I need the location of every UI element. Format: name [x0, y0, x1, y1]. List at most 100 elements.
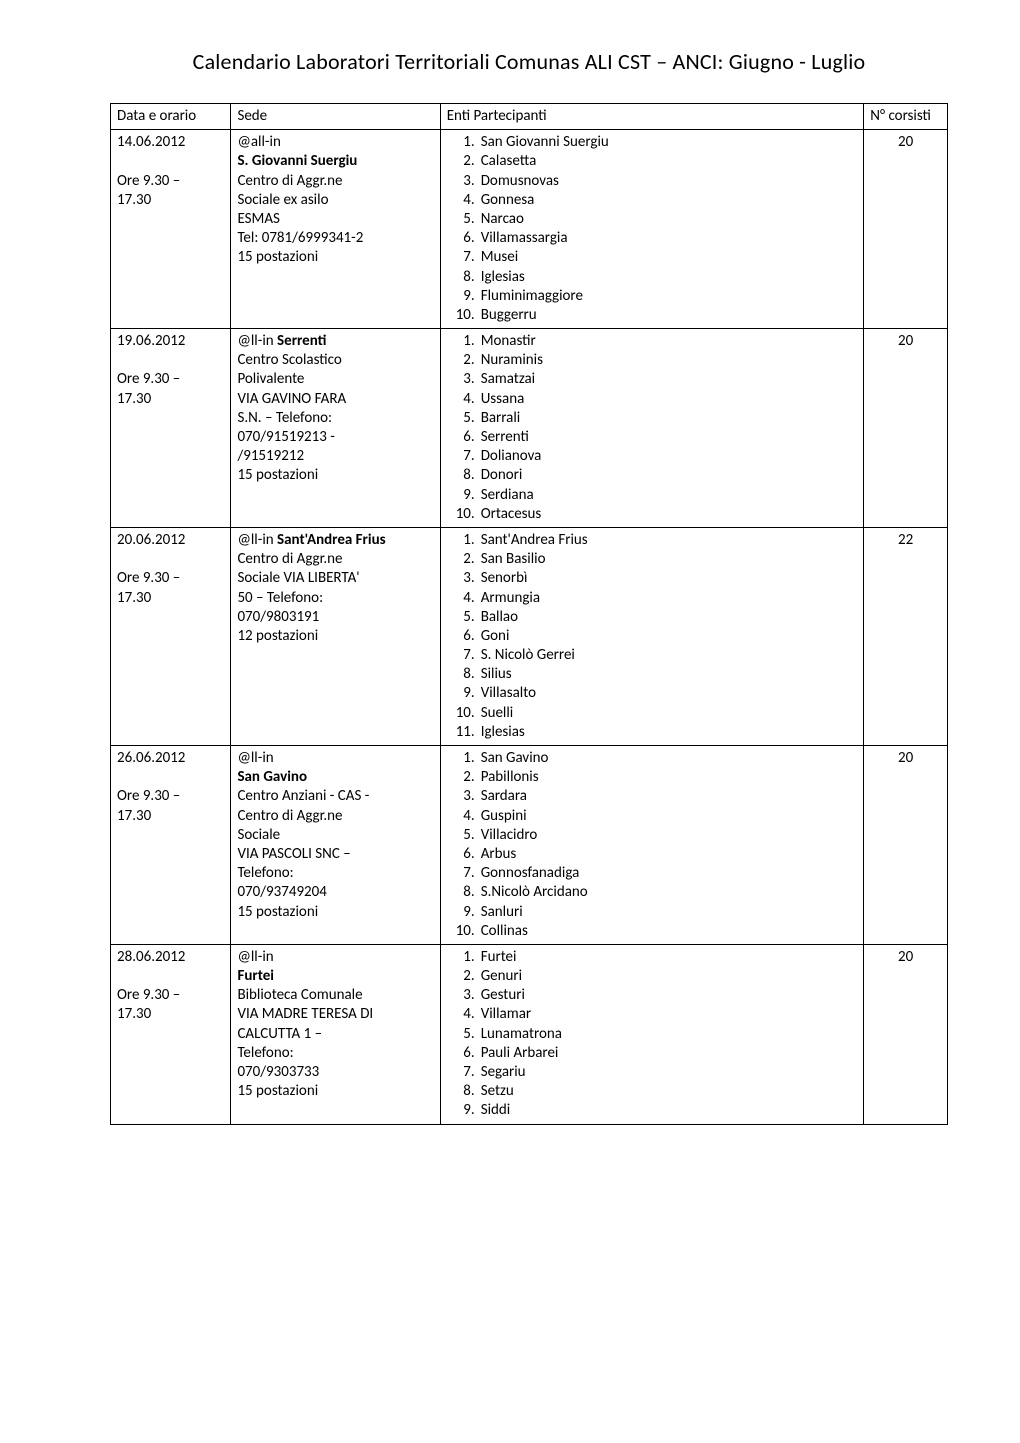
- sede-fragment: VIA MADRE TERESA DI: [237, 1005, 373, 1023]
- cell-enti: 1.Sant'Andrea Frius2.San Basilio3.Senorb…: [440, 527, 864, 745]
- list-item: 3.Samatzai: [447, 370, 858, 389]
- list-item: 1.San Giovanni Suergiu: [447, 133, 858, 152]
- list-item: 1.Monastir: [447, 332, 858, 351]
- sede-fragment: 15 postazioni: [237, 466, 318, 484]
- data-line: Ore 9.30 –: [117, 370, 224, 389]
- sede-line: San Gavino: [237, 768, 433, 787]
- item-label: S.Nicolò Arcidano: [481, 883, 858, 902]
- item-number: 8.: [447, 883, 481, 902]
- list-item: 10.Buggerru: [447, 306, 858, 325]
- item-number: 7.: [447, 646, 481, 665]
- cell-data: 28.06.2012Ore 9.30 –17.30: [111, 944, 231, 1124]
- item-label: Ballao: [481, 608, 858, 627]
- sede-line: Centro Anziani - CAS -: [237, 787, 433, 806]
- item-label: Sardara: [481, 787, 858, 806]
- table-row: 20.06.2012Ore 9.30 –17.30@ll-in Sant'And…: [111, 527, 948, 745]
- sede-fragment: San Gavino: [237, 768, 307, 786]
- data-line: 17.30: [117, 589, 224, 608]
- sede-fragment: Centro Anziani - CAS -: [237, 787, 369, 805]
- item-number: 2.: [447, 768, 481, 787]
- sede-line: 070/9803191: [237, 608, 433, 627]
- cell-data: 14.06.2012Ore 9.30 –17.30: [111, 130, 231, 329]
- sede-fragment: 070/9803191: [237, 608, 319, 626]
- item-number: 2.: [447, 152, 481, 171]
- item-label: Samatzai: [481, 370, 858, 389]
- list-item: 9.Villasalto: [447, 684, 858, 703]
- data-line: Ore 9.30 –: [117, 172, 224, 191]
- data-line: [117, 768, 224, 787]
- page-title: Calendario Laboratori Territoriali Comun…: [110, 48, 948, 75]
- item-label: Ussana: [481, 390, 858, 409]
- item-number: 6.: [447, 428, 481, 447]
- cell-sede: @ll-inSan GavinoCentro Anziani - CAS -Ce…: [231, 746, 440, 945]
- data-line: 17.30: [117, 1005, 224, 1024]
- sede-line: Telefono:: [237, 1044, 433, 1063]
- sede-line: 15 postazioni: [237, 903, 433, 922]
- list-item: 9.Serdiana: [447, 486, 858, 505]
- list-item: 7.Musei: [447, 248, 858, 267]
- item-number: 6.: [447, 627, 481, 646]
- list-item: 5.Villacidro: [447, 826, 858, 845]
- col-header-n: N° corsisti: [864, 104, 948, 130]
- item-number: 7.: [447, 1063, 481, 1082]
- cell-data: 26.06.2012Ore 9.30 –17.30: [111, 746, 231, 945]
- sede-line: Tel: 0781/6999341-2: [237, 229, 433, 248]
- item-label: Arbus: [481, 845, 858, 864]
- item-label: Donori: [481, 466, 858, 485]
- list-item: 2.Nuraminis: [447, 351, 858, 370]
- list-item: 8.S.Nicolò Arcidano: [447, 883, 858, 902]
- item-number: 5.: [447, 608, 481, 627]
- enti-list: 1.San Giovanni Suergiu2.Calasetta3.Domus…: [447, 133, 858, 325]
- item-label: Setzu: [481, 1082, 858, 1101]
- col-header-enti: Enti Partecipanti: [440, 104, 864, 130]
- sede-fragment: @ll-in: [237, 531, 277, 549]
- item-number: 1.: [447, 133, 481, 152]
- item-label: Villamassargia: [481, 229, 858, 248]
- list-item: 8.Silius: [447, 665, 858, 684]
- sede-fragment: Biblioteca Comunale: [237, 986, 362, 1004]
- enti-list: 1.Monastir2.Nuraminis3.Samatzai4.Ussana5…: [447, 332, 858, 524]
- cell-n: 20: [864, 746, 948, 945]
- item-number: 7.: [447, 248, 481, 267]
- sede-fragment: Serrenti: [277, 332, 326, 350]
- item-label: San Gavino: [481, 749, 858, 768]
- table-row: 19.06.2012Ore 9.30 –17.30@ll-in Serrenti…: [111, 329, 948, 528]
- list-item: 1.San Gavino: [447, 749, 858, 768]
- item-label: Guspini: [481, 807, 858, 826]
- list-item: 10.Suelli: [447, 704, 858, 723]
- sede-fragment: VIA PASCOLI SNC –: [237, 845, 350, 863]
- item-label: Calasetta: [481, 152, 858, 171]
- item-number: 9.: [447, 903, 481, 922]
- item-number: 3.: [447, 986, 481, 1005]
- item-label: Sant'Andrea Frius: [481, 531, 858, 550]
- enti-list: 1.Furtei2.Genuri3.Gesturi4.Villamar5.Lun…: [447, 948, 858, 1121]
- item-number: 9.: [447, 486, 481, 505]
- item-label: Villamar: [481, 1005, 858, 1024]
- sede-fragment: ESMAS: [237, 210, 279, 228]
- item-label: Narcao: [481, 210, 858, 229]
- item-label: Gesturi: [481, 986, 858, 1005]
- sede-line: S.N. – Telefono:: [237, 409, 433, 428]
- sede-line: 50 – Telefono:: [237, 589, 433, 608]
- item-number: 10.: [447, 704, 481, 723]
- item-number: 5.: [447, 210, 481, 229]
- sede-line: Sociale ex asilo: [237, 191, 433, 210]
- item-label: Suelli: [481, 704, 858, 723]
- item-label: San Giovanni Suergiu: [481, 133, 858, 152]
- table-body: 14.06.2012Ore 9.30 –17.30@all-inS. Giova…: [111, 130, 948, 1124]
- item-label: Iglesias: [481, 268, 858, 287]
- item-label: Monastir: [481, 332, 858, 351]
- sede-line: Telefono:: [237, 864, 433, 883]
- sede-fragment: 15 postazioni: [237, 903, 318, 921]
- item-number: 8.: [447, 268, 481, 287]
- item-number: 4.: [447, 390, 481, 409]
- sede-line: 070/9303733: [237, 1063, 433, 1082]
- item-label: Villasalto: [481, 684, 858, 703]
- item-label: Serrenti: [481, 428, 858, 447]
- item-number: 1.: [447, 749, 481, 768]
- list-item: 5.Ballao: [447, 608, 858, 627]
- sede-fragment: VIA GAVINO FARA: [237, 390, 346, 408]
- list-item: 4.Gonnesa: [447, 191, 858, 210]
- enti-list: 1.Sant'Andrea Frius2.San Basilio3.Senorb…: [447, 531, 858, 742]
- item-number: 1.: [447, 332, 481, 351]
